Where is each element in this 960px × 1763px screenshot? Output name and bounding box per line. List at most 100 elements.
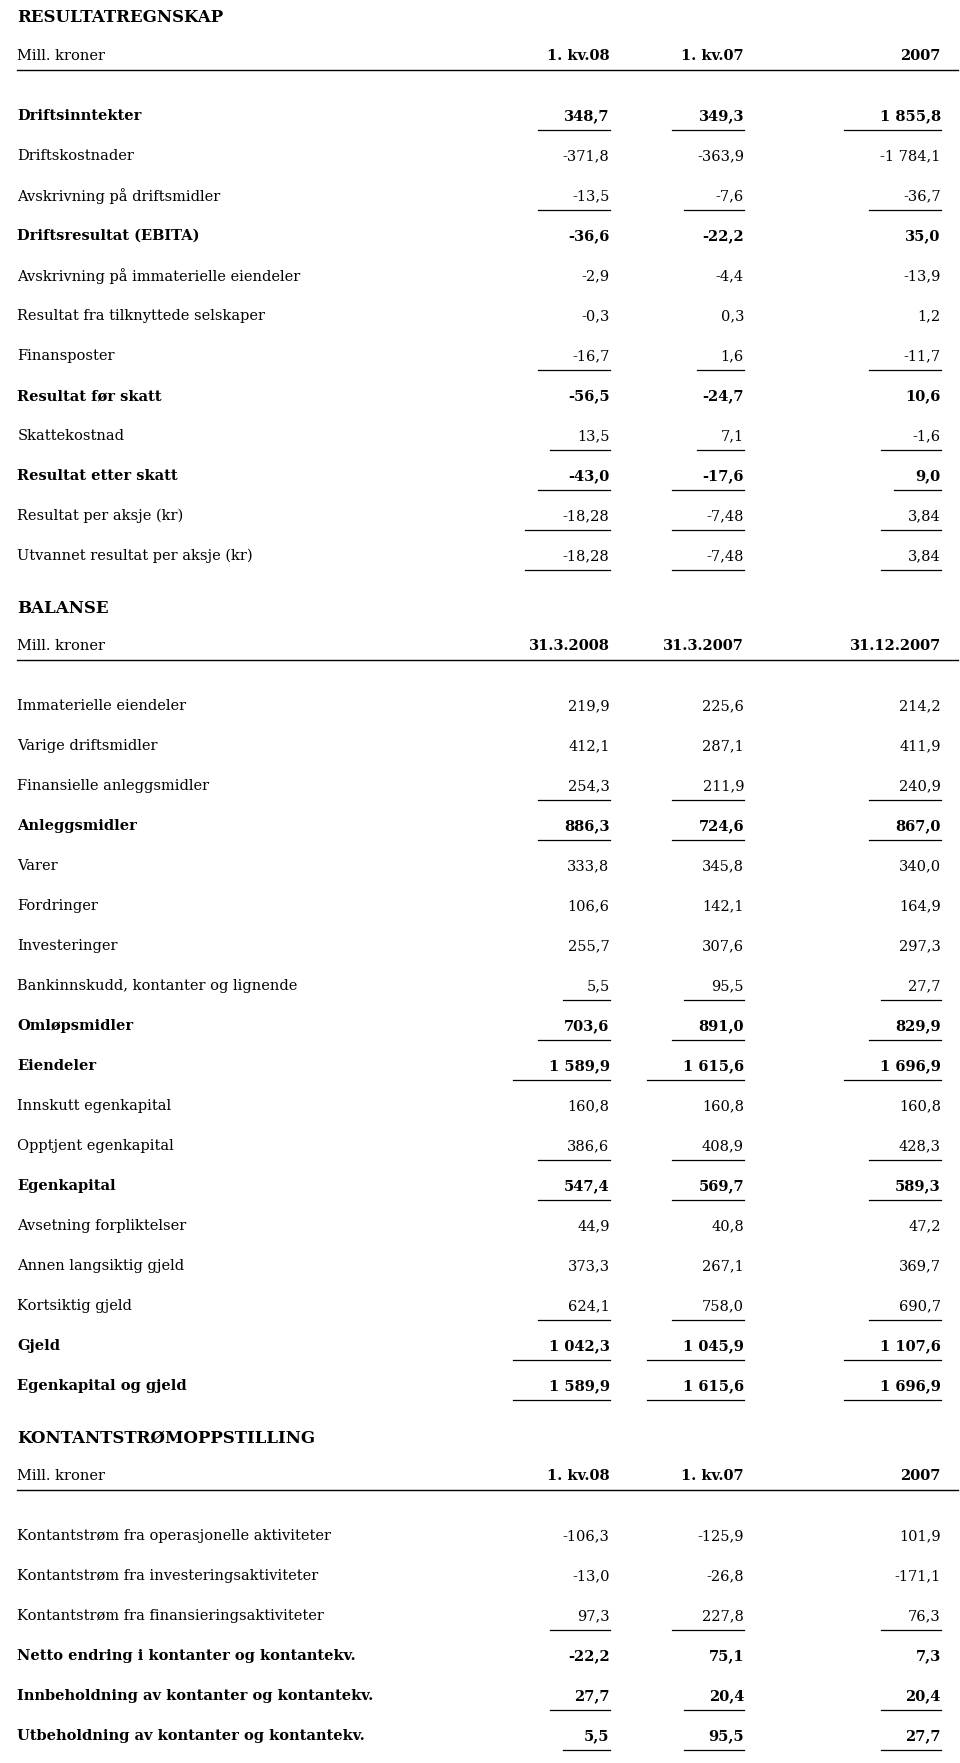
Text: 160,8: 160,8 xyxy=(567,1098,610,1112)
Text: 1. kv.07: 1. kv.07 xyxy=(682,49,744,63)
Text: 27,7: 27,7 xyxy=(908,978,941,993)
Text: 1,6: 1,6 xyxy=(721,349,744,363)
Text: Annen langsiktig gjeld: Annen langsiktig gjeld xyxy=(17,1259,184,1273)
Text: 867,0: 867,0 xyxy=(896,820,941,832)
Text: 348,7: 348,7 xyxy=(564,109,610,123)
Text: 1. kv.07: 1. kv.07 xyxy=(682,1469,744,1483)
Text: Resultat per aksje (kr): Resultat per aksje (kr) xyxy=(17,510,183,524)
Text: Resultat før skatt: Resultat før skatt xyxy=(17,390,162,404)
Text: 254,3: 254,3 xyxy=(567,779,610,793)
Text: 690,7: 690,7 xyxy=(899,1299,941,1313)
Text: 267,1: 267,1 xyxy=(703,1259,744,1273)
Text: Driftsresultat (EBITA): Driftsresultat (EBITA) xyxy=(17,229,200,243)
Text: 1,2: 1,2 xyxy=(918,309,941,323)
Text: Skattekostnad: Skattekostnad xyxy=(17,428,124,443)
Text: 758,0: 758,0 xyxy=(702,1299,744,1313)
Text: -43,0: -43,0 xyxy=(568,469,610,483)
Text: 1 855,8: 1 855,8 xyxy=(879,109,941,123)
Text: 1 589,9: 1 589,9 xyxy=(548,1379,610,1393)
Text: 408,9: 408,9 xyxy=(702,1139,744,1153)
Text: 2007: 2007 xyxy=(900,1469,941,1483)
Text: 3,84: 3,84 xyxy=(908,548,941,562)
Text: -0,3: -0,3 xyxy=(581,309,610,323)
Text: -106,3: -106,3 xyxy=(563,1529,610,1543)
Text: 1 107,6: 1 107,6 xyxy=(880,1340,941,1352)
Text: 724,6: 724,6 xyxy=(698,820,744,832)
Text: 1 696,9: 1 696,9 xyxy=(880,1379,941,1393)
Text: 428,3: 428,3 xyxy=(899,1139,941,1153)
Text: 106,6: 106,6 xyxy=(567,899,610,913)
Text: Omløpsmidler: Omløpsmidler xyxy=(17,1019,133,1033)
Text: 547,4: 547,4 xyxy=(564,1179,610,1194)
Text: KONTANTSTRØMOPPSTILLING: KONTANTSTRØMOPPSTILLING xyxy=(17,1430,316,1446)
Text: 211,9: 211,9 xyxy=(703,779,744,793)
Text: 412,1: 412,1 xyxy=(568,739,610,753)
Text: 891,0: 891,0 xyxy=(699,1019,744,1033)
Text: Varige driftsmidler: Varige driftsmidler xyxy=(17,739,157,753)
Text: 164,9: 164,9 xyxy=(900,899,941,913)
Text: 624,1: 624,1 xyxy=(568,1299,610,1313)
Text: 589,3: 589,3 xyxy=(895,1179,941,1194)
Text: 411,9: 411,9 xyxy=(900,739,941,753)
Text: Finansposter: Finansposter xyxy=(17,349,115,363)
Text: Mill. kroner: Mill. kroner xyxy=(17,1469,106,1483)
Text: 1 615,6: 1 615,6 xyxy=(683,1379,744,1393)
Text: 287,1: 287,1 xyxy=(703,739,744,753)
Text: Bankinnskudd, kontanter og lignende: Bankinnskudd, kontanter og lignende xyxy=(17,978,298,993)
Text: Driftskostnader: Driftskostnader xyxy=(17,150,134,162)
Text: -13,5: -13,5 xyxy=(572,189,610,203)
Text: 1 615,6: 1 615,6 xyxy=(683,1060,744,1074)
Text: 142,1: 142,1 xyxy=(703,899,744,913)
Text: -7,48: -7,48 xyxy=(707,510,744,524)
Text: Kontantstrøm fra finansieringsaktiviteter: Kontantstrøm fra finansieringsaktivitete… xyxy=(17,1610,324,1624)
Text: 255,7: 255,7 xyxy=(568,940,610,954)
Text: -13,9: -13,9 xyxy=(903,270,941,284)
Text: 333,8: 333,8 xyxy=(567,859,610,873)
Text: 886,3: 886,3 xyxy=(564,820,610,832)
Text: -56,5: -56,5 xyxy=(568,390,610,404)
Text: 40,8: 40,8 xyxy=(711,1218,744,1232)
Text: Opptjent egenkapital: Opptjent egenkapital xyxy=(17,1139,174,1153)
Text: 240,9: 240,9 xyxy=(899,779,941,793)
Text: 225,6: 225,6 xyxy=(702,698,744,712)
Text: 307,6: 307,6 xyxy=(702,940,744,954)
Text: Egenkapital og gjeld: Egenkapital og gjeld xyxy=(17,1379,187,1393)
Text: -171,1: -171,1 xyxy=(895,1569,941,1583)
Text: Kortsiktig gjeld: Kortsiktig gjeld xyxy=(17,1299,132,1313)
Text: -36,6: -36,6 xyxy=(568,229,610,243)
Text: 160,8: 160,8 xyxy=(899,1098,941,1112)
Text: Fordringer: Fordringer xyxy=(17,899,98,913)
Text: Anleggsmidler: Anleggsmidler xyxy=(17,820,137,832)
Text: Mill. kroner: Mill. kroner xyxy=(17,49,106,63)
Text: 9,0: 9,0 xyxy=(916,469,941,483)
Text: 76,3: 76,3 xyxy=(908,1610,941,1624)
Text: -4,4: -4,4 xyxy=(716,270,744,284)
Text: -11,7: -11,7 xyxy=(903,349,941,363)
Text: 95,5: 95,5 xyxy=(708,1730,744,1744)
Text: -7,48: -7,48 xyxy=(707,548,744,562)
Text: 97,3: 97,3 xyxy=(577,1610,610,1624)
Text: 297,3: 297,3 xyxy=(899,940,941,954)
Text: Kontantstrøm fra operasjonelle aktiviteter: Kontantstrøm fra operasjonelle aktivitet… xyxy=(17,1529,331,1543)
Text: -13,0: -13,0 xyxy=(572,1569,610,1583)
Text: 345,8: 345,8 xyxy=(702,859,744,873)
Text: 349,3: 349,3 xyxy=(699,109,744,123)
Text: BALANSE: BALANSE xyxy=(17,599,108,617)
Text: 1 045,9: 1 045,9 xyxy=(684,1340,744,1352)
Text: 2007: 2007 xyxy=(900,49,941,63)
Text: 101,9: 101,9 xyxy=(900,1529,941,1543)
Text: 5,5: 5,5 xyxy=(584,1730,610,1744)
Text: 569,7: 569,7 xyxy=(698,1179,744,1194)
Text: 35,0: 35,0 xyxy=(905,229,941,243)
Text: Investeringer: Investeringer xyxy=(17,940,118,954)
Text: 31.12.2007: 31.12.2007 xyxy=(850,638,941,652)
Text: -18,28: -18,28 xyxy=(563,548,610,562)
Text: 10,6: 10,6 xyxy=(905,390,941,404)
Text: -16,7: -16,7 xyxy=(572,349,610,363)
Text: 1. kv.08: 1. kv.08 xyxy=(547,1469,610,1483)
Text: 20,4: 20,4 xyxy=(708,1689,744,1703)
Text: -18,28: -18,28 xyxy=(563,510,610,524)
Text: Resultat etter skatt: Resultat etter skatt xyxy=(17,469,178,483)
Text: 27,7: 27,7 xyxy=(574,1689,610,1703)
Text: RESULTATREGNSKAP: RESULTATREGNSKAP xyxy=(17,9,224,26)
